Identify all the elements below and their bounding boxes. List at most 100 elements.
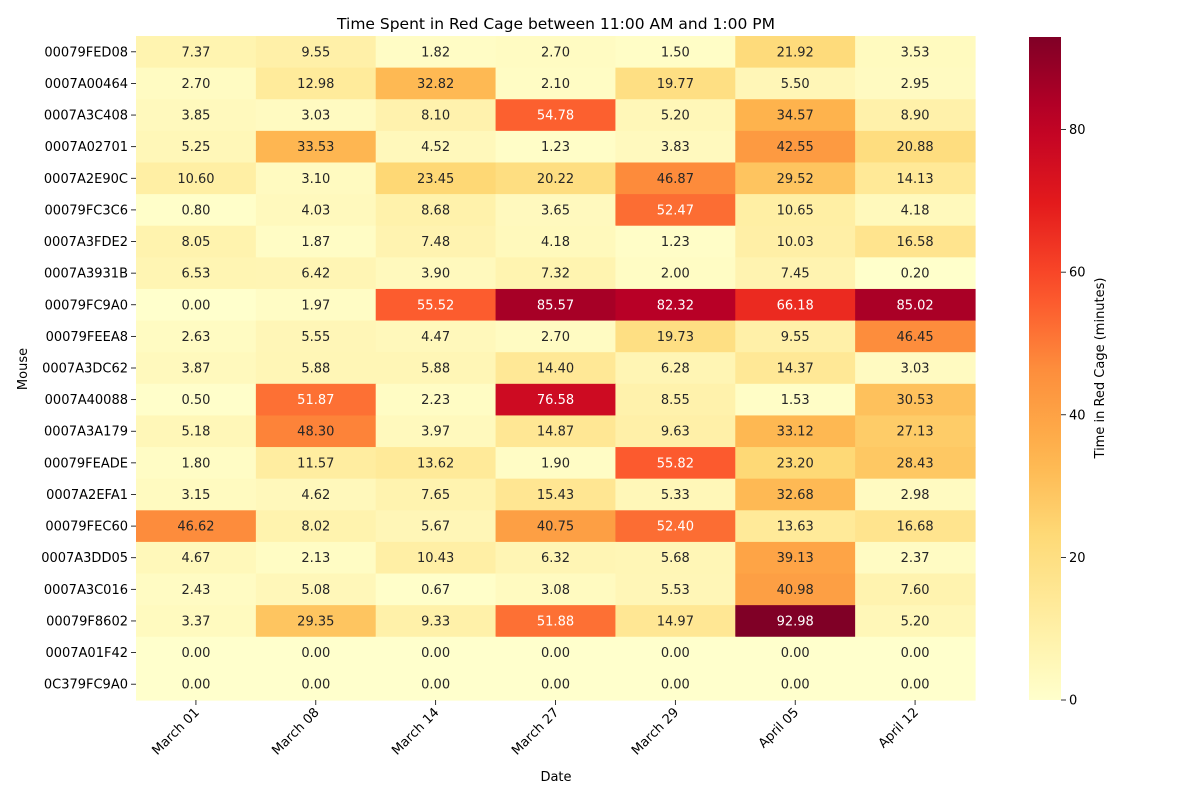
heatmap-cell: [735, 668, 856, 701]
heatmap-cell: [375, 352, 497, 385]
heatmap-cell: [735, 257, 856, 290]
cell-value-label: 2.70: [541, 330, 570, 345]
heatmap-cell: [136, 36, 257, 69]
x-tick-label: March 08: [269, 705, 322, 758]
cell-value-label: 54.78: [537, 109, 574, 124]
heatmap-cell: [495, 668, 617, 701]
heatmap-cell: [255, 225, 377, 258]
cell-value-label: 46.87: [657, 172, 694, 187]
cell-value-label: 3.65: [541, 203, 570, 218]
heatmap-cell: [735, 67, 856, 100]
heatmap-cell: [615, 130, 736, 164]
cell-value-label: 82.32: [657, 298, 694, 313]
heatmap-cell: [495, 320, 617, 353]
cell-value-label: 7.32: [541, 267, 570, 282]
cell-value-label: 15.43: [537, 488, 574, 503]
cell-value-label: 5.53: [661, 583, 690, 598]
cell-value-label: 8.68: [421, 203, 450, 218]
cell-value-label: 14.37: [777, 362, 814, 377]
y-tick-label: 0007A3DD05: [41, 551, 128, 566]
cell-value-label: 8.02: [301, 520, 330, 535]
heatmap-cell: [495, 447, 617, 480]
cell-value-label: 4.47: [421, 330, 450, 345]
heatmap-cell: [855, 225, 976, 258]
cell-value-label: 66.18: [777, 298, 814, 313]
heatmap-cell: [735, 383, 856, 417]
heatmap-cell: [855, 36, 976, 69]
y-tick-label: 0007A00464: [45, 77, 128, 92]
y-tick-label: 0007A3931B: [44, 267, 128, 282]
cell-value-label: 20.88: [896, 140, 933, 155]
heatmap-cell: [615, 541, 736, 575]
cell-value-label: 0.00: [781, 678, 810, 693]
cell-value-label: 0.00: [901, 678, 930, 693]
cell-value-label: 6.53: [181, 267, 210, 282]
colorbar-gradient: [1029, 37, 1061, 700]
heatmap-cell: [495, 225, 617, 258]
heatmap-cell: [855, 320, 976, 353]
heatmap-cell: [495, 541, 617, 575]
heatmap-cell: [495, 67, 617, 100]
cell-value-label: 16.68: [896, 520, 933, 535]
cell-value-label: 3.37: [181, 614, 210, 629]
y-tick-label: 00079FC9A0: [45, 298, 128, 313]
y-tick-label: 00079FED08: [44, 45, 128, 60]
y-tick-label: 0007A3C016: [44, 583, 128, 598]
cell-value-label: 29.35: [297, 614, 334, 629]
cell-value-label: 3.03: [301, 109, 330, 124]
y-tick-label: 00079FEEA8: [46, 330, 128, 345]
heatmap-cell: [136, 99, 257, 132]
heatmap-cell: [855, 130, 976, 164]
cell-value-label: 11.57: [297, 456, 334, 471]
cell-value-label: 23.20: [777, 456, 814, 471]
heatmap-cell: [735, 288, 856, 322]
heatmap-cell: [495, 510, 617, 543]
heatmap-cell: [615, 636, 736, 669]
cell-value-label: 9.33: [421, 614, 450, 629]
cell-value-label: 1.50: [661, 45, 690, 60]
y-tick-label: 0007A3DC62: [42, 362, 128, 377]
heatmap-cell: [495, 415, 617, 448]
cell-value-label: 42.55: [777, 140, 814, 155]
colorbar-tick-label: 20: [1069, 551, 1086, 566]
heatmap-cell: [136, 162, 257, 195]
heatmap-cell: [375, 605, 497, 638]
heatmap-cell: [255, 130, 377, 164]
cell-value-label: 27.13: [896, 425, 933, 440]
cell-value-label: 7.37: [181, 45, 210, 60]
cell-value-label: 4.67: [181, 551, 210, 566]
heatmap-cell: [735, 636, 856, 669]
heatmap-cell: [855, 194, 976, 227]
heatmap-cell: [375, 478, 497, 511]
heatmap-cell: [855, 510, 976, 543]
cell-value-label: 8.10: [421, 109, 450, 124]
cell-value-label: 0.50: [181, 393, 210, 408]
heatmap-cell: [615, 447, 736, 480]
heatmap-cell: [735, 320, 856, 353]
cell-value-label: 2.23: [421, 393, 450, 408]
x-tick-label: April 12: [876, 705, 922, 751]
cell-value-label: 5.33: [661, 488, 690, 503]
y-tick-label: 00079FC3C6: [44, 203, 128, 218]
heatmap-cell: [855, 67, 976, 100]
cell-value-label: 1.82: [421, 45, 450, 60]
heatmap-cell: [495, 383, 617, 417]
cell-value-label: 0.00: [421, 678, 450, 693]
colorbar-tick-label: 0: [1069, 694, 1077, 709]
cell-value-label: 6.28: [661, 362, 690, 377]
cell-value-label: 46.45: [896, 330, 933, 345]
heatmap-cell: [615, 257, 736, 290]
heatmap-cell: [375, 225, 497, 258]
cell-value-label: 7.60: [901, 583, 930, 598]
cell-value-label: 2.70: [181, 77, 210, 92]
cell-value-label: 51.87: [297, 393, 334, 408]
heatmap-cell: [255, 383, 377, 417]
heatmap-cell: [255, 257, 377, 290]
heatmap-cell: [375, 67, 497, 100]
cell-value-label: 9.55: [781, 330, 810, 345]
cell-value-label: 4.18: [541, 235, 570, 250]
heatmap-cell: [375, 636, 497, 669]
cell-value-label: 92.98: [777, 614, 814, 629]
heatmap-cell: [375, 99, 497, 132]
cell-value-label: 39.13: [777, 551, 814, 566]
